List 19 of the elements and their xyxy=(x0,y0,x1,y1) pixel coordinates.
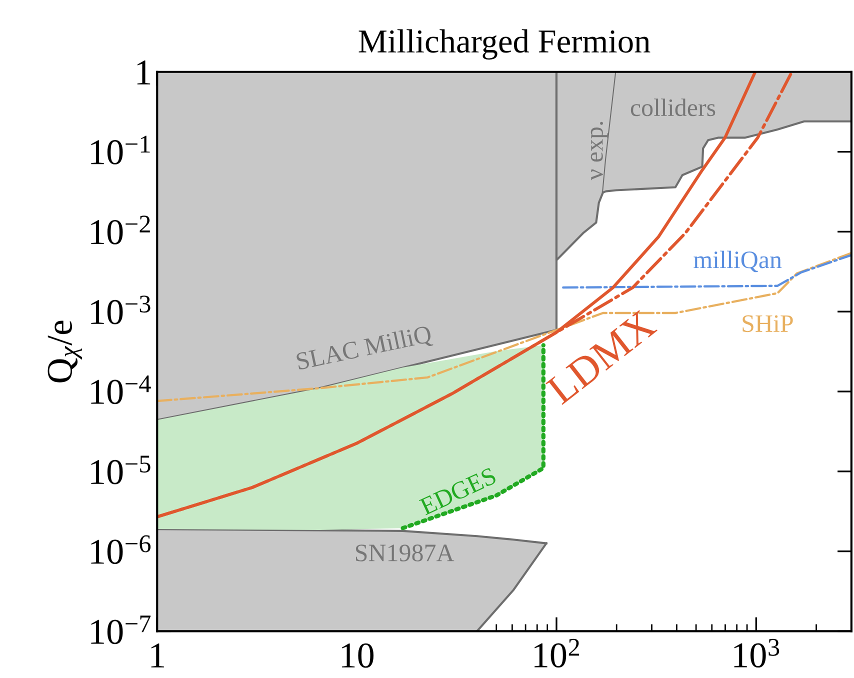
y-tick-label: 10$^{−5}$ xyxy=(91,456,150,484)
annotation: ν exp. xyxy=(590,122,608,180)
y-axis-title: Q$_{χ}$/e xyxy=(48,320,82,382)
chart-title: Millicharged Fermion xyxy=(358,29,650,60)
annotation: SN1987A xyxy=(356,544,454,562)
x-tick-label: 10$^{2}$ xyxy=(534,638,580,668)
annotation: colliders xyxy=(630,98,716,116)
y-tick-label: 10$^{−6}$ xyxy=(91,535,151,564)
annotation: milliQan xyxy=(694,250,782,272)
y-tick-label: 10$^{−7}$ xyxy=(91,616,151,644)
y-tick-label: 10$^{−4}$ xyxy=(91,376,151,404)
x-tick-label: 10$^{3}$ xyxy=(734,638,780,668)
annotation: SLAC MilliQ xyxy=(296,324,434,374)
y-tick-label: 10$^{−1}$ xyxy=(91,136,150,164)
y-tick-label: 1 xyxy=(137,60,150,84)
x-tick-label: 10 xyxy=(342,643,374,668)
y-tick-label: 10$^{−3}$ xyxy=(91,296,150,324)
y-tick-label: 10$^{−2}$ xyxy=(91,216,150,244)
annotation: SHiP xyxy=(742,315,793,332)
